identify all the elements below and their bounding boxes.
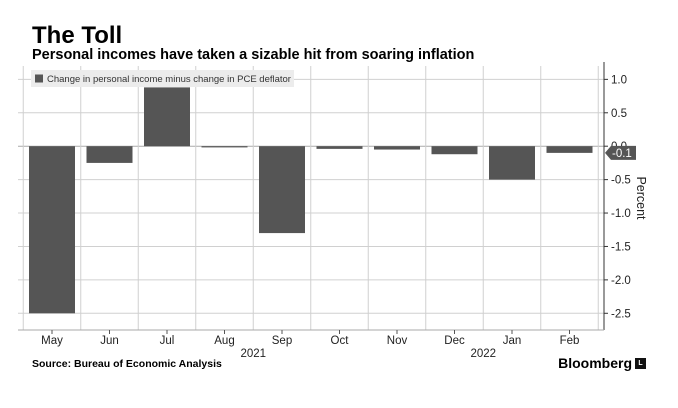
x-tick-label: May [41, 335, 63, 347]
legend-swatch [35, 74, 43, 83]
y-tick-label: -1.5 [611, 241, 631, 253]
bar-jul [144, 87, 190, 147]
y-tick-label: -2.5 [611, 308, 631, 320]
bar-may [29, 146, 75, 314]
bar-sep [259, 146, 305, 234]
x-tick-label: Jan [503, 335, 522, 347]
x-tick-label: Sep [272, 335, 292, 347]
last-value-label: -0.1 [612, 148, 632, 160]
bar-dec [431, 146, 478, 155]
x-tick-label: Aug [214, 335, 234, 347]
bar-jan [489, 146, 535, 180]
y-tick-label: 0.5 [611, 108, 627, 120]
legend-background [31, 70, 294, 87]
chart-title: The Toll [32, 22, 123, 49]
year-label: 2022 [470, 348, 496, 360]
bar-aug [201, 146, 248, 148]
bars [29, 87, 593, 314]
x-tick-label: Feb [560, 335, 580, 347]
y-tick-label: -1.0 [611, 208, 631, 220]
legend: Change in personal income minus change i… [31, 70, 294, 87]
brand-logo: Bloomberg L [558, 355, 646, 371]
last-value-callout [605, 145, 636, 160]
y-axis-title: Percent [634, 176, 648, 220]
legend-label: Change in personal income minus change i… [47, 74, 291, 85]
x-tick-label: Jul [160, 335, 175, 347]
y-tick-label: 1.0 [611, 74, 627, 86]
x-axis: May Jun Jul Aug Sep Oct Nov Dec Jan Feb 2021 2022 [18, 329, 604, 360]
x-tick-label: Jun [100, 335, 119, 347]
brand-name: Bloomberg [558, 355, 632, 371]
brand-mark-icon: L [635, 357, 646, 369]
y-tick-label: -2.0 [611, 275, 631, 287]
grid-lines [18, 66, 604, 330]
bar-nov [374, 146, 420, 150]
year-label: 2021 [240, 348, 266, 360]
x-tick-label: Dec [444, 335, 465, 347]
bar-feb [546, 146, 593, 153]
x-tick-label: Oct [331, 335, 350, 347]
y-tick-label: -0.5 [611, 175, 631, 187]
source-note: Source: Bureau of Economic Analysis [32, 358, 222, 370]
x-tick-label: Nov [387, 335, 408, 347]
chart-subtitle: Personal incomes have taken a sizable hi… [32, 47, 475, 63]
bar-oct [316, 146, 363, 149]
bar-jun [86, 146, 133, 163]
